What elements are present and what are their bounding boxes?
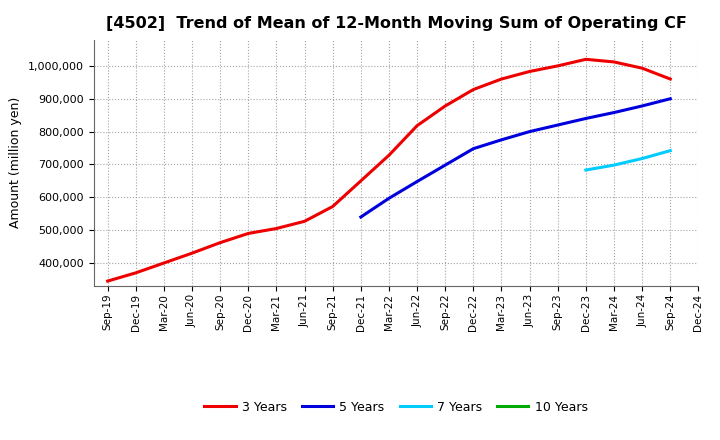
5 Years bbox=[554, 122, 562, 128]
3 Years bbox=[132, 270, 140, 275]
3 Years bbox=[498, 77, 506, 82]
5 Years bbox=[582, 116, 590, 121]
Line: 5 Years: 5 Years bbox=[361, 99, 670, 217]
3 Years bbox=[413, 123, 421, 128]
Legend: 3 Years, 5 Years, 7 Years, 10 Years: 3 Years, 5 Years, 7 Years, 10 Years bbox=[199, 396, 593, 419]
5 Years bbox=[610, 110, 618, 115]
3 Years bbox=[666, 77, 675, 82]
5 Years bbox=[638, 103, 647, 109]
3 Years bbox=[300, 219, 309, 224]
3 Years bbox=[638, 66, 647, 71]
5 Years bbox=[469, 146, 477, 151]
5 Years bbox=[498, 137, 506, 143]
3 Years bbox=[526, 69, 534, 74]
3 Years bbox=[328, 204, 337, 209]
3 Years bbox=[469, 87, 477, 92]
3 Years bbox=[384, 153, 393, 158]
3 Years bbox=[272, 226, 281, 231]
3 Years bbox=[554, 63, 562, 69]
Title: [4502]  Trend of Mean of 12-Month Moving Sum of Operating CF: [4502] Trend of Mean of 12-Month Moving … bbox=[106, 16, 686, 32]
7 Years bbox=[638, 156, 647, 161]
7 Years bbox=[582, 167, 590, 172]
5 Years bbox=[384, 196, 393, 201]
3 Years bbox=[441, 103, 449, 109]
3 Years bbox=[610, 59, 618, 65]
3 Years bbox=[216, 240, 225, 245]
3 Years bbox=[244, 231, 253, 236]
3 Years bbox=[188, 250, 197, 256]
5 Years bbox=[356, 214, 365, 220]
5 Years bbox=[413, 179, 421, 184]
5 Years bbox=[526, 129, 534, 134]
7 Years bbox=[666, 148, 675, 153]
3 Years bbox=[160, 260, 168, 266]
Line: 3 Years: 3 Years bbox=[108, 59, 670, 281]
3 Years bbox=[104, 279, 112, 284]
5 Years bbox=[666, 96, 675, 101]
Line: 7 Years: 7 Years bbox=[586, 150, 670, 170]
3 Years bbox=[582, 57, 590, 62]
3 Years bbox=[356, 178, 365, 183]
7 Years bbox=[610, 162, 618, 168]
Y-axis label: Amount (million yen): Amount (million yen) bbox=[9, 97, 22, 228]
5 Years bbox=[441, 162, 449, 168]
